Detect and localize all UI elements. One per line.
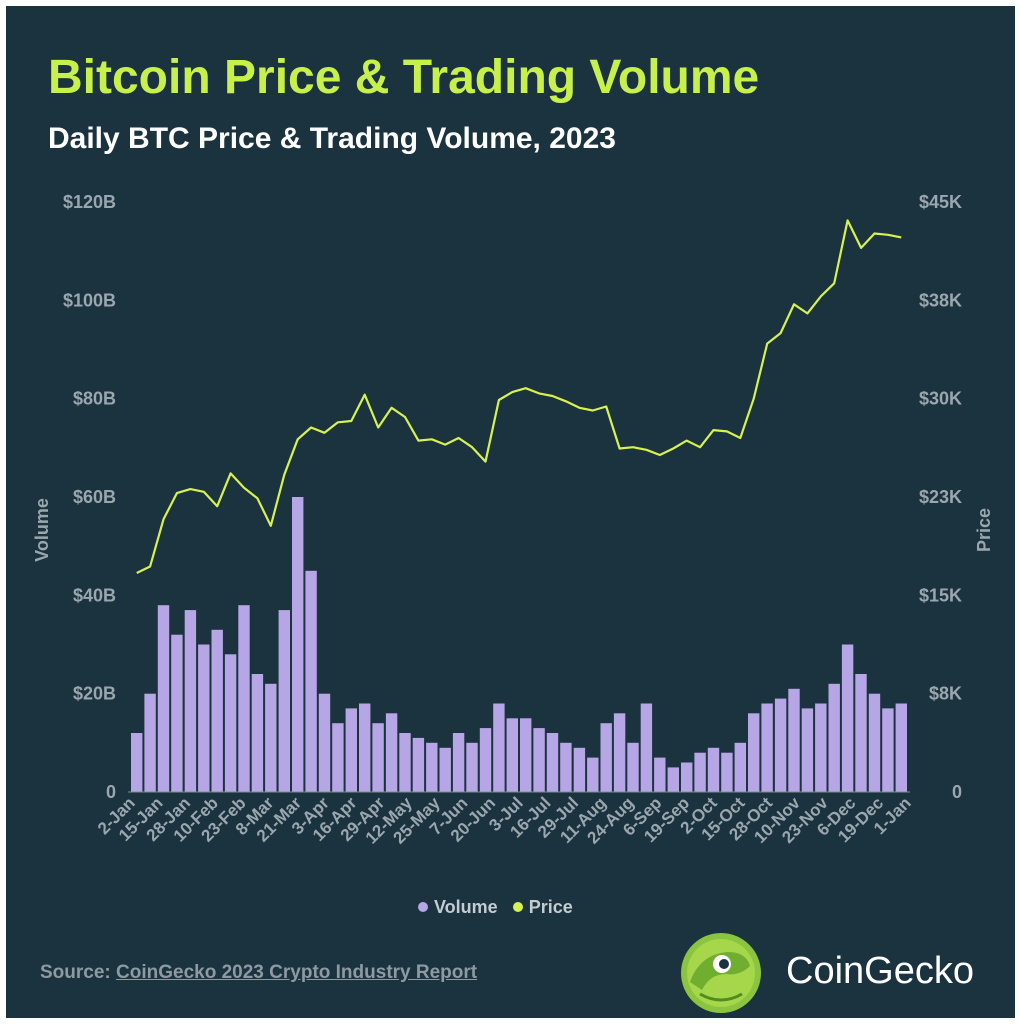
volume-bar	[828, 683, 840, 792]
source-note: Source: CoinGecko 2023 Crypto Industry R…	[40, 962, 477, 984]
volume-bar	[520, 718, 532, 793]
volume-bar	[332, 723, 344, 792]
volume-bar	[573, 747, 586, 793]
volume-bar	[493, 703, 505, 792]
y-left-tick-label: $40B	[73, 585, 116, 605]
volume-bar	[439, 747, 451, 793]
volume-bar	[895, 703, 907, 792]
volume-bar	[681, 762, 693, 792]
volume-bar	[224, 654, 237, 792]
volume-bar	[198, 644, 210, 792]
volume-bar	[345, 708, 357, 792]
volume-bar	[640, 703, 653, 792]
volume-bar	[560, 742, 572, 792]
price-line	[136, 219, 902, 574]
y-right-tick-label: $15K	[919, 585, 962, 605]
y-right-axis-ticks: 0 $8K $15K $23K $30K $38K $45K	[919, 192, 962, 802]
y-right-tick-label: 0	[952, 782, 962, 802]
volume-bar	[627, 742, 639, 792]
coingecko-logo-icon	[680, 932, 762, 1014]
x-axis-ticks: 2-Jan15-Jan28-Jan10-Feb23-Feb8-Mar21-Mar…	[94, 793, 915, 848]
volume-bar	[318, 693, 331, 792]
volume-bar	[372, 723, 384, 792]
volume-bar	[385, 713, 398, 792]
volume-bar	[734, 742, 746, 792]
volume-bar	[654, 757, 666, 792]
volume-bar	[868, 693, 881, 792]
y-right-tick-label: $30K	[919, 389, 962, 409]
chart-card	[6, 6, 1015, 1018]
legend-item-volume: Volume	[418, 897, 498, 918]
volume-bars	[131, 497, 907, 793]
volume-bar	[278, 610, 290, 792]
chart-title: Bitcoin Price & Trading Volume	[48, 51, 760, 104]
price-dot-icon	[512, 902, 523, 912]
volume-bar	[184, 610, 197, 792]
volume-bar	[855, 674, 867, 792]
source-link[interactable]: CoinGecko 2023 Crypto Industry Report	[116, 962, 478, 983]
volume-bar	[707, 747, 720, 793]
y-left-tick-label: $60B	[73, 487, 116, 507]
volume-bar	[600, 723, 612, 792]
volume-bar	[841, 644, 854, 792]
y-right-tick-label: $8K	[929, 684, 962, 704]
volume-bar	[466, 742, 478, 792]
brand-name: CoinGecko	[786, 950, 974, 992]
volume-bar	[359, 703, 371, 792]
volume-bar	[721, 752, 733, 792]
volume-bar	[452, 733, 465, 792]
chart-subtitle: Daily BTC Price & Trading Volume, 2023	[48, 122, 616, 155]
y-left-axis-label: Volume	[32, 498, 52, 562]
volume-bar	[788, 688, 800, 793]
volume-dot-icon	[418, 902, 428, 912]
volume-bar	[506, 718, 518, 793]
source-prefix: Source:	[40, 962, 111, 983]
legend-volume-label: Volume	[434, 896, 498, 917]
volume-bar	[305, 570, 317, 793]
y-left-axis-ticks: 0 $20B $40B $60B $80B $100B $120B	[63, 192, 116, 802]
y-right-tick-label: $45K	[919, 192, 962, 212]
volume-bar	[238, 605, 250, 792]
volume-bar	[774, 698, 787, 792]
volume-bar	[546, 733, 559, 792]
volume-bar	[251, 674, 264, 792]
volume-bar	[412, 737, 425, 792]
volume-bar	[533, 728, 545, 792]
volume-bar	[761, 703, 773, 792]
volume-bar	[171, 634, 183, 792]
volume-bar	[479, 728, 492, 792]
volume-bar	[131, 733, 143, 792]
y-left-tick-label: $80B	[73, 389, 116, 409]
volume-bar	[144, 693, 156, 792]
y-right-tick-label: $38K	[919, 290, 962, 310]
volume-bar	[265, 683, 277, 792]
legend: Volume Price	[418, 896, 583, 918]
y-left-tick-label: $20B	[73, 684, 116, 704]
volume-bar	[211, 629, 223, 793]
legend-price-label: Price	[528, 896, 573, 917]
volume-bar	[815, 703, 827, 792]
volume-bar	[292, 497, 304, 792]
volume-bar	[694, 752, 706, 792]
y-left-tick-label: $100B	[63, 290, 116, 310]
legend-item-price: Price	[512, 896, 573, 918]
y-left-tick-label: 0	[106, 782, 116, 802]
volume-bar	[157, 605, 170, 792]
volume-bar	[587, 757, 599, 792]
volume-bar	[801, 708, 814, 792]
y-right-tick-label: $23K	[919, 487, 962, 507]
volume-bar	[667, 767, 679, 792]
volume-bar	[399, 733, 411, 792]
volume-bar	[748, 713, 760, 792]
volume-bar	[426, 742, 438, 792]
volume-bar	[882, 708, 894, 792]
y-right-axis-label: Price	[974, 508, 994, 552]
y-left-tick-label: $120B	[63, 192, 116, 212]
volume-bar	[613, 713, 626, 792]
